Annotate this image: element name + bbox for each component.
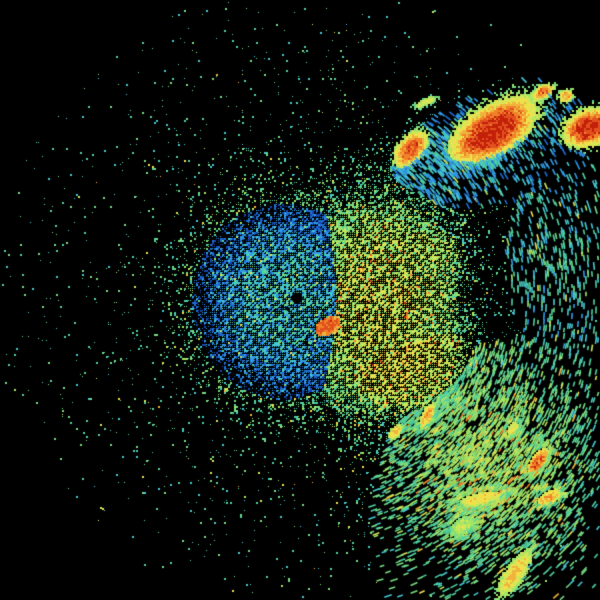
radar-reflectivity-canvas	[0, 0, 600, 600]
radar-display	[0, 0, 600, 600]
